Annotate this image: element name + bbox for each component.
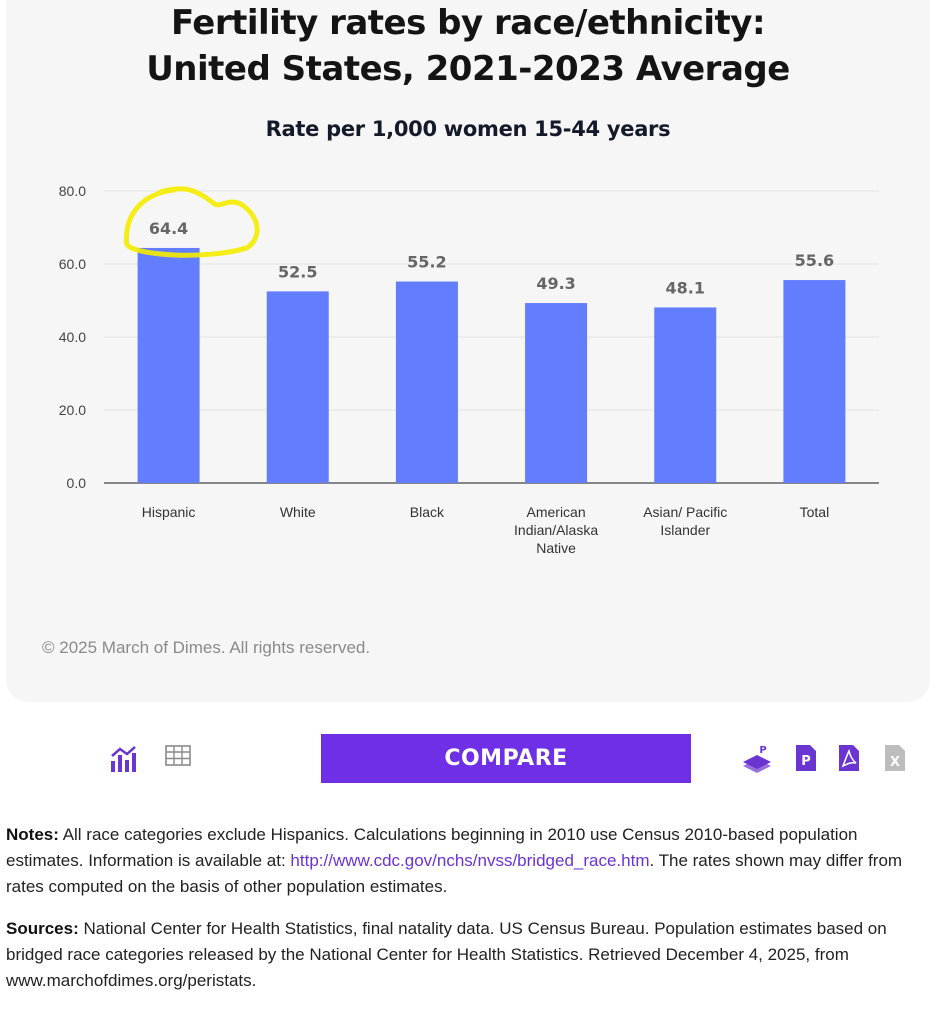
excel-export-icon[interactable]: X [884, 744, 906, 772]
data-label: 55.2 [407, 253, 446, 272]
sources-paragraph: Sources: National Center for Health Stat… [6, 916, 931, 994]
data-label: 48.1 [666, 278, 705, 297]
bar [266, 291, 329, 483]
chart-view-icon[interactable] [109, 744, 141, 774]
y-tick-label: 0.0 [67, 475, 87, 491]
category-label: Black [410, 504, 445, 520]
chart-subtitle: Rate per 1,000 women 15-44 years [265, 117, 671, 141]
powerpoint-export-icon[interactable]: P [741, 744, 773, 774]
svg-text:P: P [801, 754, 811, 769]
notes-label: Notes: [6, 825, 59, 844]
notes-text: All race categories exclude Hispanics. C… [6, 825, 858, 870]
category-label: Total [800, 504, 830, 520]
data-label: 49.3 [536, 274, 575, 293]
category-label: Indian/Alaska [514, 522, 598, 538]
y-tick-label: 60.0 [59, 256, 86, 272]
table-view-icon[interactable] [165, 744, 191, 768]
bar [137, 247, 200, 483]
y-tick-label: 40.0 [59, 329, 86, 345]
data-label: 52.5 [278, 262, 317, 281]
copyright-text: © 2025 March of Dimes. All rights reserv… [42, 638, 371, 657]
y-tick-label: 20.0 [59, 402, 86, 418]
category-label: Native [536, 540, 576, 556]
category-label: Hispanic [142, 504, 196, 520]
pdf-export-icon[interactable] [838, 744, 860, 772]
notes-text-end: . The rates shown may differ from rates … [6, 851, 903, 896]
chart-title-line-2: United States, 2021-2023 Average [146, 49, 790, 89]
svg-text:P: P [759, 745, 766, 756]
notes-paragraph: Notes: All race categories exclude Hispa… [6, 822, 931, 900]
bar [525, 303, 588, 483]
data-label: 55.6 [795, 251, 834, 270]
bar [654, 307, 717, 483]
highlight-annotation [123, 186, 260, 258]
bar-chart: 0.0 20.0 40.0 60.0 80.0 64.4 Hispanic 52.5 White… [59, 183, 879, 556]
sources-label: Sources: [6, 919, 79, 938]
data-label: 64.4 [149, 219, 188, 238]
notes-section: Notes: All race categories exclude Hispa… [6, 822, 931, 1010]
bar [395, 281, 458, 483]
chart-title: Fertility rates by race/ethnicity: Unite… [0, 0, 936, 92]
category-label: American [527, 504, 586, 520]
category-label: White [280, 504, 316, 520]
sources-text: National Center for Health Statistics, f… [6, 919, 887, 990]
publisher-export-icon[interactable]: P [795, 744, 817, 772]
bridged-race-link[interactable]: http://www.cdc.gov/nchs/nvss/bridged_rac… [290, 851, 650, 870]
compare-button[interactable]: COMPARE [321, 734, 691, 783]
category-label: Islander [660, 522, 710, 538]
bar [783, 280, 846, 483]
category-label: Asian/ Pacific [643, 504, 727, 520]
svg-text:X: X [890, 755, 900, 770]
y-tick-label: 80.0 [59, 183, 86, 199]
chart-title-line-1: Fertility rates by race/ethnicity: [170, 3, 766, 43]
